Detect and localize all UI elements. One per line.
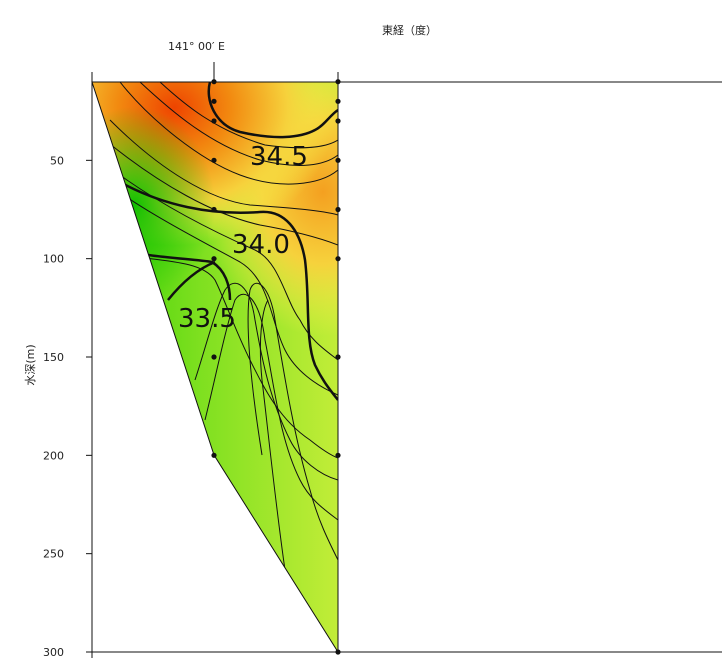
contour-label: 33.5 [178,304,236,334]
sample-point [211,256,217,262]
sample-point [211,206,217,213]
sample-point [335,256,341,262]
sample-point [335,354,341,360]
contour-lines-bold [99,82,338,401]
y-tick-label: 300 [43,646,64,658]
sample-point [211,452,217,458]
sample-point [335,157,341,163]
contour-label: 34.5 [250,142,308,172]
y-tick-label: 50 [50,154,64,167]
sample-point [335,98,341,104]
sample-point [211,157,217,163]
sample-point [335,79,341,85]
y-axis-ticks: 50 100 150 200 250 300 [43,154,92,658]
y-axis-title: 水深(m) [24,344,37,385]
contour-label: 34.0 [232,230,290,260]
y-tick-label: 200 [43,449,64,462]
sample-point [211,118,217,124]
y-tick-label: 100 [43,253,64,266]
sample-points [211,79,341,655]
sample-point [211,79,217,85]
sample-point [335,649,341,655]
salinity-color-field [92,82,338,652]
x-axis-title: 東経（度） [382,23,437,37]
sample-point [211,354,217,360]
x-tick-label: 141° 00′ E [168,40,225,53]
y-tick-label: 250 [43,548,64,561]
sample-point [335,118,341,124]
sample-point [335,206,341,213]
sample-point [211,98,217,104]
contour-lines [95,82,338,571]
sample-point [335,452,341,458]
y-tick-label: 150 [43,351,64,364]
